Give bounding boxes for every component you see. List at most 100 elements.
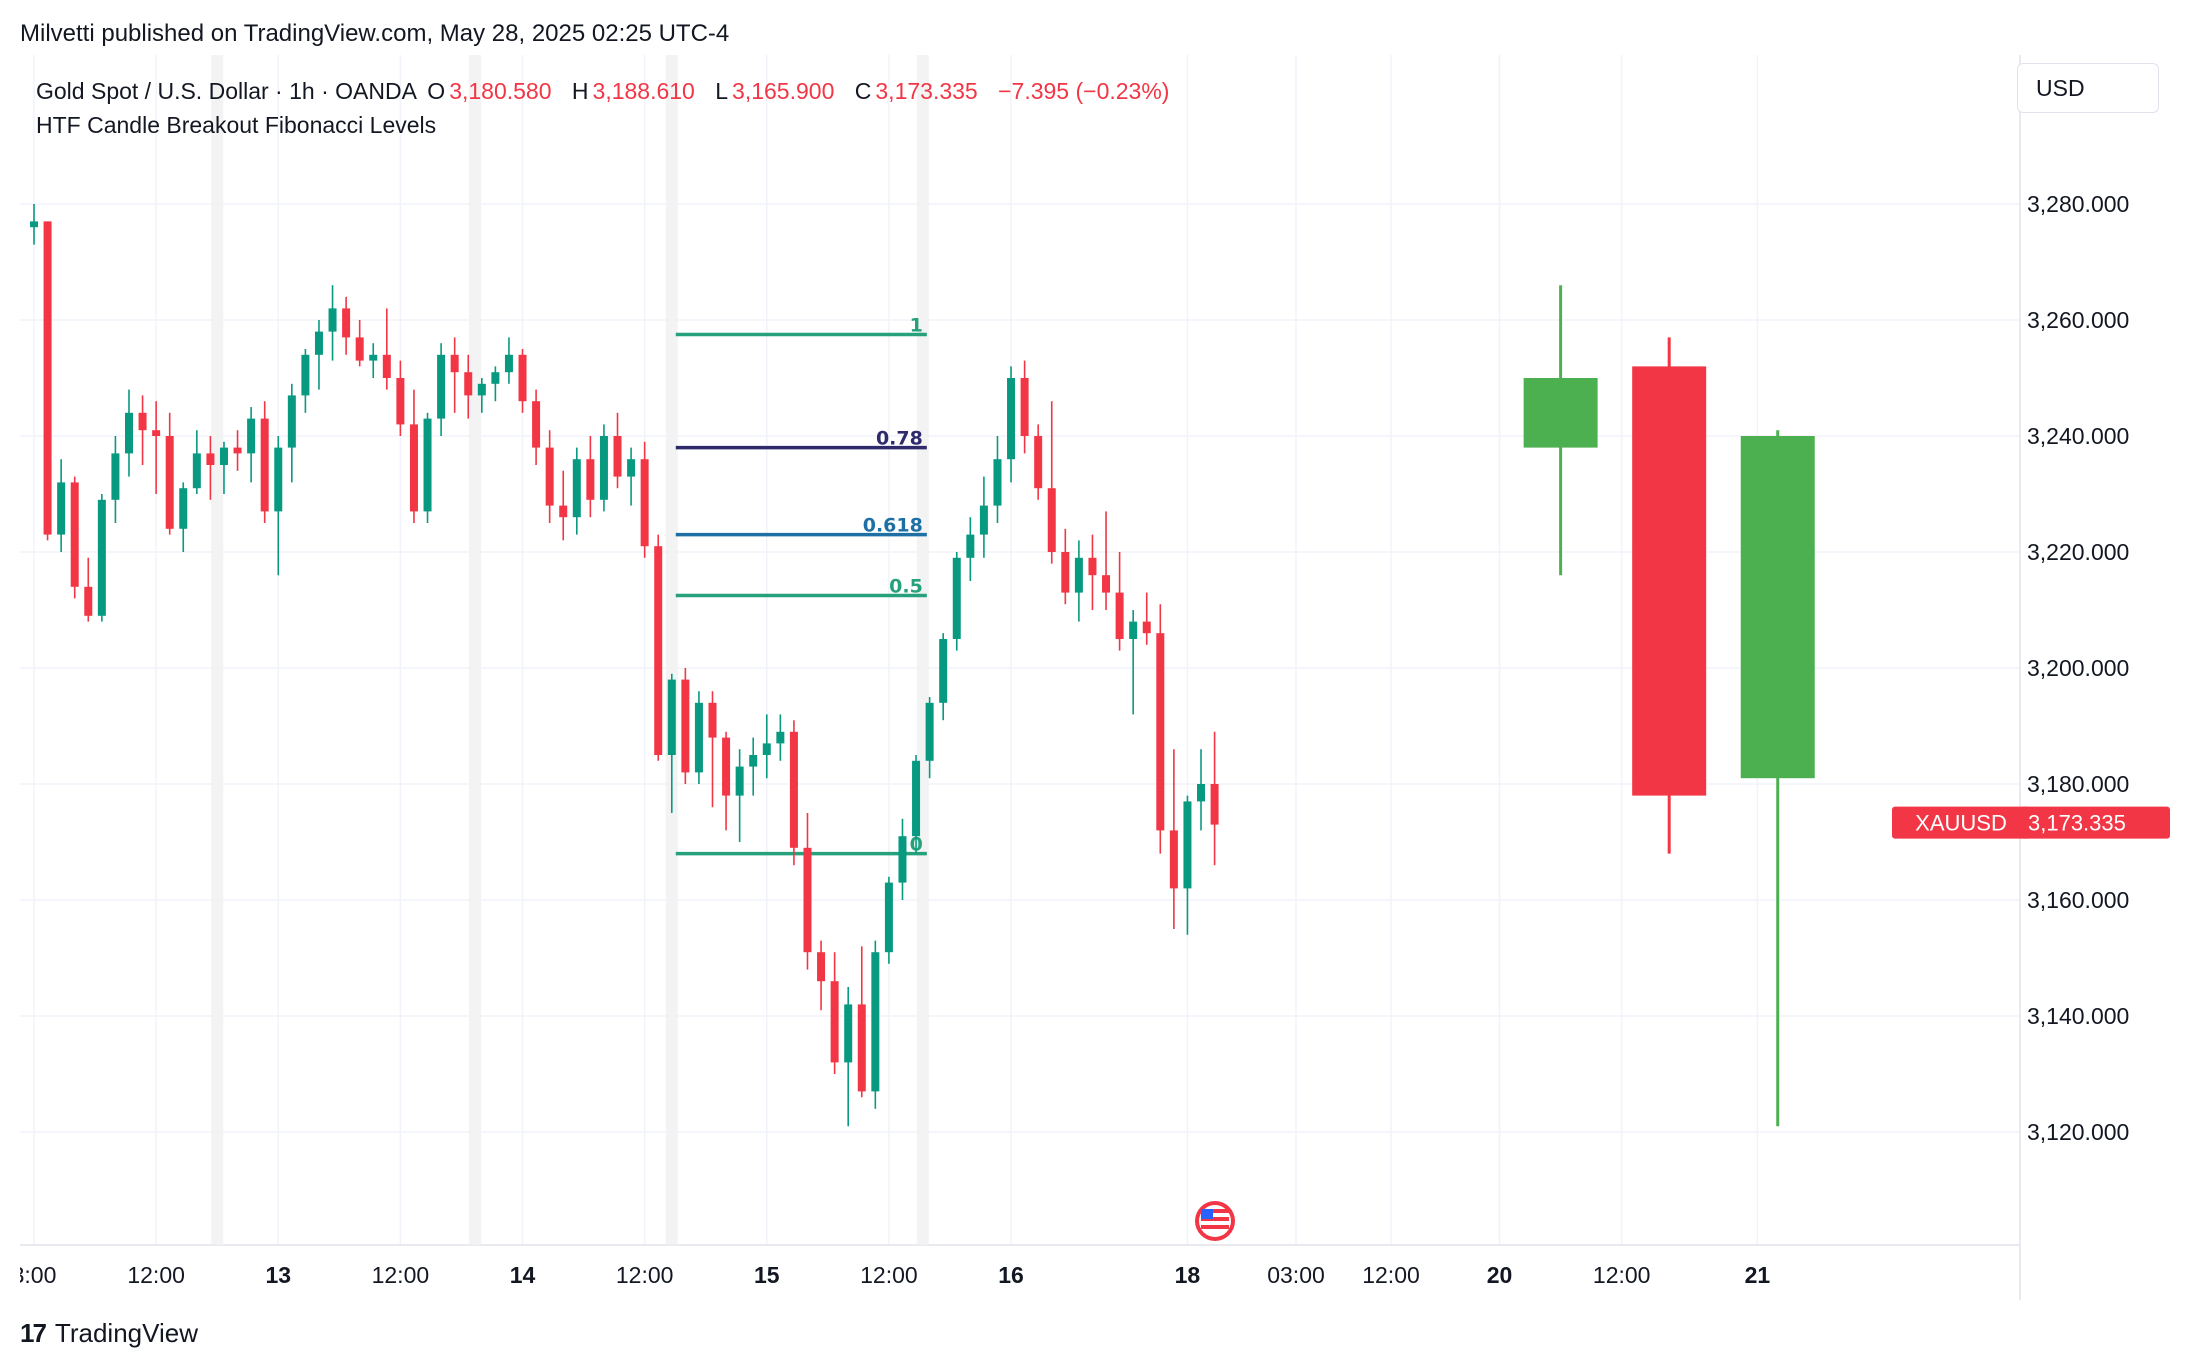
candle[interactable] xyxy=(70,476,79,599)
candle[interactable] xyxy=(912,755,921,854)
candle[interactable] xyxy=(681,668,690,784)
candle[interactable] xyxy=(43,221,52,541)
candle[interactable] xyxy=(762,714,771,779)
candle[interactable] xyxy=(423,412,432,523)
htf-candle[interactable] xyxy=(1632,337,1707,854)
us-flag-icon[interactable] xyxy=(1195,1201,1235,1241)
candle[interactable] xyxy=(355,320,364,367)
candle[interactable] xyxy=(233,430,242,471)
candle[interactable] xyxy=(532,389,541,465)
indicator-title[interactable]: HTF Candle Breakout Fibonacci Levels xyxy=(36,112,437,138)
candle[interactable] xyxy=(287,383,296,483)
candle[interactable] xyxy=(1197,749,1206,831)
candle[interactable] xyxy=(179,482,188,552)
candle[interactable] xyxy=(667,673,676,813)
candle[interactable] xyxy=(627,447,636,506)
candle[interactable] xyxy=(219,441,228,494)
candle[interactable] xyxy=(1183,795,1192,935)
candle[interactable] xyxy=(192,430,201,494)
candle[interactable] xyxy=(518,349,527,413)
candle[interactable] xyxy=(803,813,812,970)
candle[interactable] xyxy=(708,691,717,808)
candle[interactable] xyxy=(993,436,1002,523)
candle[interactable] xyxy=(1102,511,1111,610)
candle[interactable] xyxy=(504,337,513,384)
candle[interactable] xyxy=(1020,360,1029,454)
candle[interactable] xyxy=(274,436,283,576)
candle[interactable] xyxy=(314,320,323,390)
candle[interactable] xyxy=(477,378,486,413)
candle[interactable] xyxy=(369,343,378,378)
candle[interactable] xyxy=(57,459,66,552)
candle[interactable] xyxy=(966,517,975,581)
candle[interactable] xyxy=(776,714,785,761)
candle[interactable] xyxy=(97,494,106,622)
candle[interactable] xyxy=(599,424,608,512)
candle[interactable] xyxy=(84,557,93,622)
candle[interactable] xyxy=(1210,731,1219,866)
candle[interactable] xyxy=(1156,604,1165,854)
candle[interactable] xyxy=(491,366,500,402)
candle[interactable] xyxy=(30,204,38,245)
tradingview-footer[interactable]: 17 TradingView xyxy=(20,1318,198,1349)
candle[interactable] xyxy=(817,940,826,1011)
candle[interactable] xyxy=(260,401,269,523)
candle[interactable] xyxy=(925,697,934,779)
candle[interactable] xyxy=(939,633,948,721)
candle[interactable] xyxy=(884,876,893,964)
candle[interactable] xyxy=(654,534,663,761)
candle[interactable] xyxy=(206,436,215,500)
candle[interactable] xyxy=(1088,534,1097,610)
fib-level[interactable]: 0.618 xyxy=(675,515,927,537)
candle[interactable] xyxy=(111,436,120,523)
candle[interactable] xyxy=(396,360,405,436)
candle[interactable] xyxy=(722,731,731,831)
candle[interactable] xyxy=(1007,366,1016,483)
candle[interactable] xyxy=(328,285,337,361)
candle[interactable] xyxy=(871,940,880,1109)
candle[interactable] xyxy=(1061,528,1070,605)
candle[interactable] xyxy=(572,447,581,535)
candle[interactable] xyxy=(830,952,839,1074)
fib-level[interactable]: 0.78 xyxy=(675,428,927,450)
candle[interactable] xyxy=(1074,540,1083,622)
candle[interactable] xyxy=(342,296,351,355)
htf-candle[interactable] xyxy=(1740,430,1815,1127)
candle[interactable] xyxy=(749,737,758,796)
candle[interactable] xyxy=(124,389,133,477)
candle[interactable] xyxy=(409,389,418,523)
fib-level[interactable]: 0.5 xyxy=(675,576,927,598)
candle[interactable] xyxy=(857,946,866,1098)
last-price-tag[interactable]: 3,173.335 xyxy=(2020,806,2170,839)
candle[interactable] xyxy=(138,395,147,465)
candle[interactable] xyxy=(464,354,473,419)
candle[interactable] xyxy=(450,337,459,413)
candle[interactable] xyxy=(559,470,568,541)
candle[interactable] xyxy=(1142,592,1151,645)
candle[interactable] xyxy=(586,436,595,518)
candle[interactable] xyxy=(152,401,161,494)
candle[interactable] xyxy=(979,476,988,558)
htf-candle[interactable] xyxy=(1523,285,1598,576)
symbol-price-tag[interactable]: XAUUSD xyxy=(1892,806,2030,839)
fib-level[interactable]: 1 xyxy=(675,315,927,337)
candle[interactable] xyxy=(382,308,391,390)
candle[interactable] xyxy=(301,349,310,413)
symbol-description[interactable]: Gold Spot / U.S. Dollar · 1h · OANDA xyxy=(36,78,417,104)
candle[interactable] xyxy=(1169,749,1178,929)
candle[interactable] xyxy=(437,343,446,436)
candle[interactable] xyxy=(844,987,853,1127)
candle[interactable] xyxy=(545,430,554,523)
candle[interactable] xyxy=(640,441,649,558)
candle[interactable] xyxy=(952,552,961,651)
currency-button[interactable]: USD xyxy=(2017,63,2159,113)
candle[interactable] xyxy=(247,407,256,483)
candle[interactable] xyxy=(165,412,174,535)
candle[interactable] xyxy=(1034,424,1043,500)
candle[interactable] xyxy=(613,412,622,489)
candle[interactable] xyxy=(1047,401,1056,564)
candle[interactable] xyxy=(1129,610,1138,715)
candle[interactable] xyxy=(1115,552,1124,651)
